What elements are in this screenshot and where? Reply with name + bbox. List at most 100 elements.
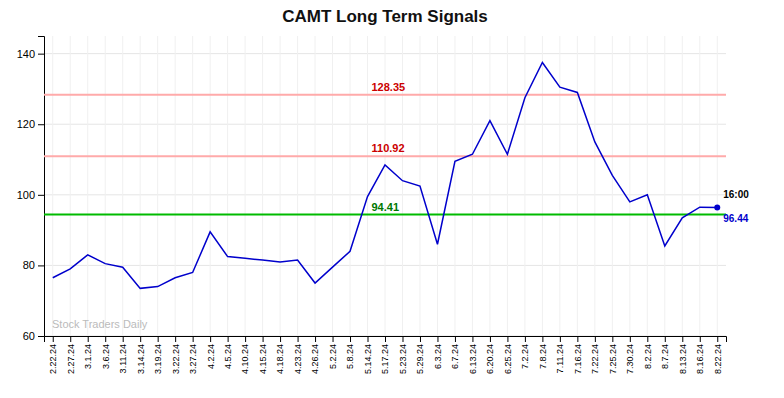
x-tick-mark	[228, 336, 229, 342]
x-tick-label: 8.16.24	[695, 344, 705, 374]
grid-line-x	[245, 36, 246, 336]
x-tick-mark	[542, 336, 543, 342]
grid-line-x	[699, 36, 700, 336]
x-tick-label: 7.16.24	[573, 344, 583, 374]
chart: 60801001201402.22.242.27.243.1.243.6.243…	[0, 0, 784, 398]
grid-line-x	[454, 36, 455, 336]
reference-line	[44, 94, 726, 96]
x-tick-label: 3.22.24	[171, 344, 181, 374]
grid-line-x	[682, 36, 683, 336]
x-tick-label: 5.2.24	[328, 344, 338, 369]
grid-line-x	[140, 36, 141, 336]
x-tick: 7.25.24	[608, 336, 618, 374]
grid-line-x	[542, 36, 543, 336]
x-tick: 4.15.24	[258, 336, 268, 374]
grid-line-x	[70, 36, 71, 336]
grid-line-x	[524, 36, 525, 336]
y-tick-mark	[38, 336, 44, 337]
y-tick-mark	[38, 195, 44, 196]
reference-line	[44, 214, 726, 216]
x-tick-label: 7.22.24	[590, 344, 600, 374]
x-tick-mark	[455, 336, 456, 342]
x-axis-line	[45, 337, 727, 343]
x-tick-label: 5.14.24	[363, 344, 373, 374]
x-tick-label: 3.1.24	[83, 344, 93, 369]
grid-line-x	[105, 36, 106, 336]
watermark: Stock Traders Daily	[52, 318, 148, 330]
x-tick-mark	[472, 336, 473, 342]
x-tick: 5.23.24	[398, 336, 408, 374]
x-tick-mark	[245, 336, 246, 342]
grid-line-x	[262, 36, 263, 336]
y-axis: 6080100120140	[17, 37, 45, 343]
grid-line-x	[227, 36, 228, 336]
x-tick: 7.11.24	[555, 336, 565, 373]
x-tick-mark	[70, 336, 71, 342]
x-tick-mark	[368, 336, 369, 342]
reference-line	[44, 155, 726, 157]
y-tick-label: 140	[17, 48, 35, 60]
x-tick-label: 7.30.24	[625, 344, 635, 374]
x-tick: 4.2.24	[206, 336, 216, 369]
x-tick-mark	[88, 336, 89, 342]
last-point	[714, 204, 720, 210]
x-tick: 5.29.24	[415, 336, 425, 374]
x-tick: 7.8.24	[538, 336, 548, 369]
x-tick: 5.8.24	[345, 336, 355, 369]
x-tick-label: 8.13.24	[678, 344, 688, 374]
x-tick-label: 8.7.24	[660, 344, 670, 369]
grid-line-x	[122, 36, 123, 336]
grid-line-x	[437, 36, 438, 336]
grid-line-x	[717, 36, 718, 336]
x-tick: 3.6.24	[101, 336, 111, 369]
price-line	[53, 62, 718, 288]
x-tick-label: 6.25.24	[503, 344, 513, 374]
x-tick-mark	[280, 336, 281, 342]
x-tick-label: 8.22.24	[713, 344, 723, 374]
x-tick-mark	[210, 336, 211, 342]
x-tick-mark	[437, 336, 438, 342]
y-tick-label: 120	[17, 118, 35, 130]
y-tick-label: 80	[23, 259, 35, 271]
y-tick-mark	[38, 124, 44, 125]
x-tick-mark	[612, 336, 613, 342]
grid-line-x	[559, 36, 560, 336]
x-tick-mark	[158, 336, 159, 342]
grid-line-x	[280, 36, 281, 336]
grid-line-x	[175, 36, 176, 336]
grid-line-x	[489, 36, 490, 336]
x-tick: 8.2.24	[643, 336, 653, 369]
x-tick-label: 6.7.24	[450, 344, 460, 369]
x-tick: 4.23.24	[293, 336, 303, 374]
x-tick-mark	[577, 336, 578, 342]
grid-line-x	[577, 36, 578, 336]
x-tick: 7.22.24	[590, 336, 600, 374]
x-tick-label: 7.11.24	[555, 344, 565, 373]
title: CAMT Long Term Signals	[282, 7, 488, 26]
x-tick-label: 5.8.24	[345, 344, 355, 369]
x-tick: 3.14.24	[136, 336, 146, 374]
grid-line-x	[472, 36, 473, 336]
grid-line-x	[664, 36, 665, 336]
grid-line-x	[297, 36, 298, 336]
plot-area: 60801001201402.22.242.27.243.1.243.6.243…	[17, 36, 750, 374]
grid-line-x	[612, 36, 613, 336]
x-tick-label: 6.3.24	[433, 344, 443, 369]
x-tick: 2.22.24	[48, 336, 58, 374]
x-tick: 7.30.24	[625, 336, 635, 374]
x-tick-mark	[350, 336, 351, 342]
x-tick-label: 3.6.24	[101, 344, 111, 369]
grid-line-x	[332, 36, 333, 336]
x-tick: 6.25.24	[503, 336, 513, 374]
y-tick: 80	[23, 259, 44, 271]
x-tick-label: 5.17.24	[380, 344, 390, 374]
x-tick: 3.1.24	[83, 336, 93, 369]
x-tick: 3.27.24	[188, 336, 198, 374]
grid-line-x	[157, 36, 158, 336]
x-tick-label: 5.29.24	[415, 344, 425, 374]
x-tick-label: 4.15.24	[258, 344, 268, 374]
grid	[44, 36, 726, 336]
grid-line-x	[629, 36, 630, 336]
x-tick-label: 4.23.24	[293, 344, 303, 374]
x-tick: 8.22.24	[713, 336, 723, 374]
